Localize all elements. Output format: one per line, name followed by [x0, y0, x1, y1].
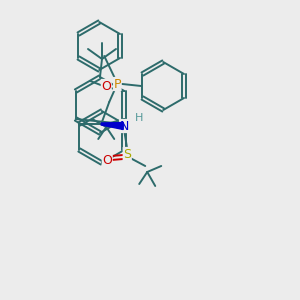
Text: O: O [102, 154, 112, 166]
Text: H: H [135, 113, 143, 123]
Text: O: O [101, 80, 111, 92]
Polygon shape [101, 122, 123, 130]
Text: S: S [123, 148, 131, 160]
Text: P: P [113, 77, 121, 91]
Text: N: N [119, 119, 129, 133]
